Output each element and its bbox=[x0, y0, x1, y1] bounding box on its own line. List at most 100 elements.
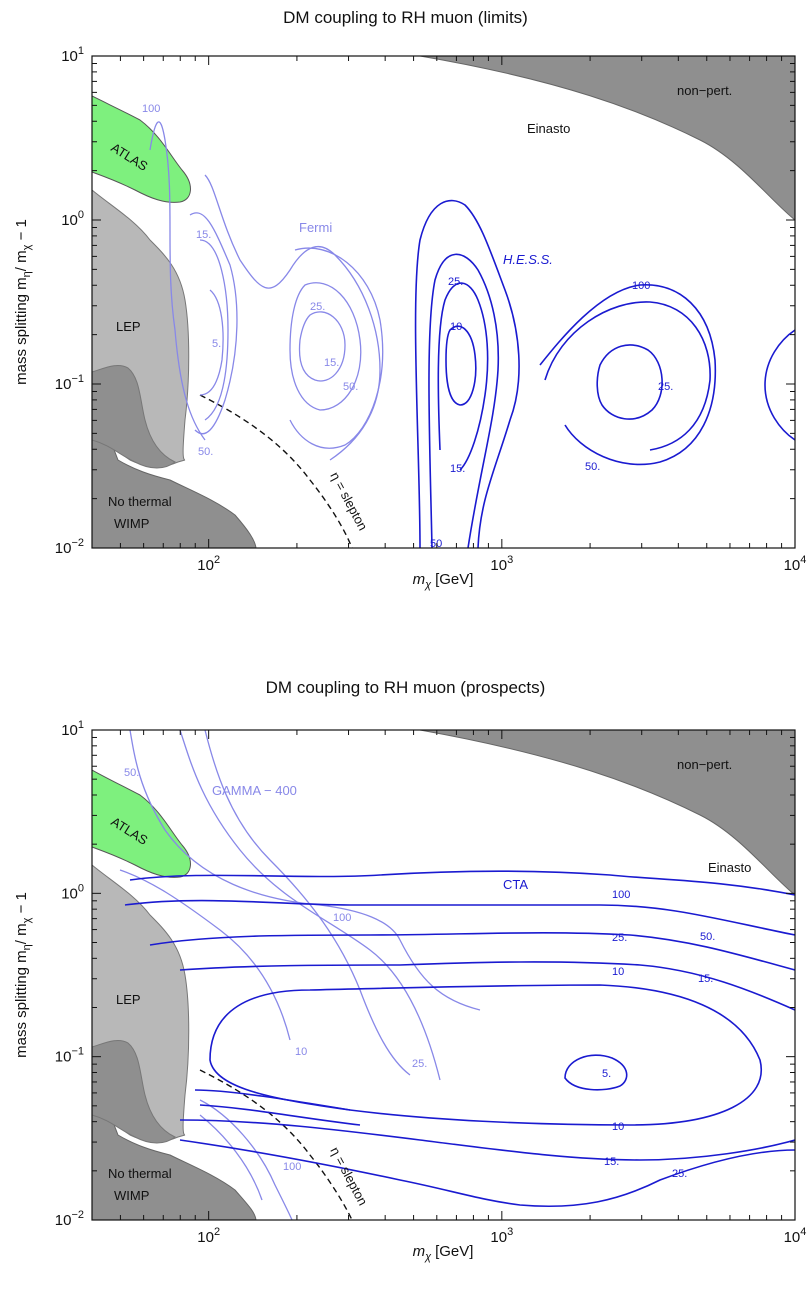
contour-label: 25. bbox=[412, 1058, 427, 1070]
contour-label: 50 bbox=[430, 538, 442, 550]
contour-label: 25. bbox=[310, 301, 325, 313]
region-atlas bbox=[92, 769, 191, 878]
contour-label: 10 bbox=[295, 1046, 307, 1058]
gamma-contour bbox=[199, 1114, 263, 1201]
y-tick-label: 100 bbox=[61, 882, 84, 902]
region-label-nonpert: non−pert. bbox=[677, 757, 732, 772]
halo-label: Einasto bbox=[708, 860, 751, 875]
contour-label: 25. bbox=[672, 1168, 687, 1180]
cta-contour bbox=[179, 961, 795, 1011]
contour-label: 10 bbox=[612, 1121, 624, 1133]
contour-label: 15. bbox=[604, 1156, 619, 1168]
gamma-contour bbox=[199, 1099, 293, 1220]
gamma-contour bbox=[119, 869, 291, 1041]
x-tick-label: 102 bbox=[197, 1226, 220, 1246]
fermi-contour bbox=[289, 247, 384, 449]
plot-area-limits: 100 50. 25. 15. 5. 50. 15. 25. 10 15. 50… bbox=[92, 56, 795, 550]
contour-label: 100 bbox=[283, 1161, 301, 1173]
ticks: 102 103 104 10−2 10−1 100 101 bbox=[55, 719, 807, 1246]
region-nonpert bbox=[419, 730, 795, 896]
contour-label: 25. bbox=[612, 932, 627, 944]
region-atlas bbox=[92, 95, 191, 203]
x-tick-label: 102 bbox=[197, 554, 220, 574]
contour-label: 25. bbox=[448, 276, 463, 288]
slepton-line bbox=[199, 1069, 353, 1220]
cta-contour-labels: 100 50. 25. 15. 10 5. 10 15. 25. bbox=[602, 889, 715, 1180]
cta-contour bbox=[129, 870, 795, 896]
cta-contour bbox=[209, 984, 763, 1126]
contour-label: 5. bbox=[602, 1068, 611, 1080]
region-lep-dark bbox=[92, 365, 176, 469]
y-tick-label: 10−1 bbox=[55, 1046, 84, 1066]
contour-label: 100 bbox=[333, 912, 351, 924]
x-tick-label: 104 bbox=[784, 554, 807, 574]
gamma-contour bbox=[204, 730, 411, 1076]
contour-label: 15. bbox=[324, 357, 339, 369]
contour-label: 50. bbox=[124, 767, 139, 779]
contour-label: 50. bbox=[198, 446, 213, 458]
contour-label: 100 bbox=[612, 889, 630, 901]
fermi-contour bbox=[199, 289, 224, 396]
x-tick-label: 103 bbox=[490, 1226, 513, 1246]
gamma400-label: GAMMA − 400 bbox=[212, 783, 297, 798]
region-label-nothermal: No thermal bbox=[108, 494, 172, 509]
hess-contour bbox=[544, 301, 711, 451]
contour-label: 15. bbox=[196, 229, 211, 241]
x-tick-label: 103 bbox=[490, 554, 513, 574]
hess-contour bbox=[445, 325, 477, 406]
region-label-lep: LEP bbox=[116, 319, 141, 334]
hess-contour bbox=[437, 282, 489, 471]
cta-contour bbox=[564, 1054, 628, 1091]
contour-label: 50. bbox=[700, 931, 715, 943]
region-lep-dark bbox=[92, 1040, 176, 1144]
y-tick-label: 101 bbox=[61, 45, 84, 65]
fermi-contour-labels: 100 50. 25. 15. 5. 50. 15. bbox=[142, 103, 358, 458]
fermi-label: Fermi bbox=[299, 220, 332, 235]
ticks: 102 103 104 10−2 10−1 100 101 bbox=[55, 45, 807, 574]
contour-label: 50. bbox=[343, 381, 358, 393]
plot-area-prospects: 50. 100 10 25. 100 100 50. 25. 15. 10 5. bbox=[92, 730, 795, 1220]
contour-label: 10 bbox=[450, 321, 462, 333]
cta-contour bbox=[179, 1119, 795, 1161]
slepton-line bbox=[199, 394, 353, 548]
y-tick-label: 10−2 bbox=[55, 1209, 84, 1229]
contour-label: 5. bbox=[212, 338, 221, 350]
y-axis-label: mass splitting mη/ mχ − 1 bbox=[13, 219, 33, 385]
contour-label: 25. bbox=[658, 381, 673, 393]
fermi-contour bbox=[298, 311, 346, 382]
chart-title: DM coupling to RH muon (prospects) bbox=[265, 678, 546, 697]
plot-frame bbox=[91, 729, 796, 1221]
y-tick-label: 101 bbox=[61, 719, 84, 739]
plot-frame bbox=[91, 55, 796, 549]
region-nonpert bbox=[419, 56, 795, 221]
hess-contour bbox=[428, 253, 500, 548]
fermi-contour bbox=[149, 121, 206, 441]
x-axis-label: mχ [GeV] bbox=[413, 1243, 474, 1263]
cta-label: CTA bbox=[503, 877, 528, 892]
region-label-wimp: WIMP bbox=[114, 1188, 149, 1203]
hess-contour bbox=[539, 284, 717, 466]
region-label-lep: LEP bbox=[116, 992, 141, 1007]
cta-contour bbox=[199, 1104, 361, 1126]
y-tick-label: 100 bbox=[61, 209, 84, 229]
x-axis-label: mχ [GeV] bbox=[413, 571, 474, 591]
contour-label: 50. bbox=[585, 461, 600, 473]
contour-label: 100 bbox=[142, 103, 160, 115]
y-axis-label: mass splitting mη/ mχ − 1 bbox=[13, 892, 33, 1058]
hess-contour bbox=[764, 329, 795, 441]
hess-label: H.E.S.S. bbox=[503, 252, 553, 267]
halo-label: Einasto bbox=[527, 121, 570, 136]
hess-contour bbox=[414, 199, 520, 548]
region-label-nonpert: non−pert. bbox=[677, 83, 732, 98]
slepton-label: η = slepton bbox=[327, 1144, 370, 1208]
cta-contour bbox=[124, 899, 795, 936]
hess-contour bbox=[596, 344, 663, 420]
cta-contour bbox=[149, 931, 795, 971]
contour-label: 15. bbox=[450, 463, 465, 475]
fermi-contours bbox=[149, 121, 384, 461]
cta-contours bbox=[124, 870, 795, 1208]
slepton-label: η = slepton bbox=[327, 469, 370, 533]
chart-title: DM coupling to RH muon (limits) bbox=[283, 8, 528, 27]
x-tick-label: 104 bbox=[784, 1226, 807, 1246]
